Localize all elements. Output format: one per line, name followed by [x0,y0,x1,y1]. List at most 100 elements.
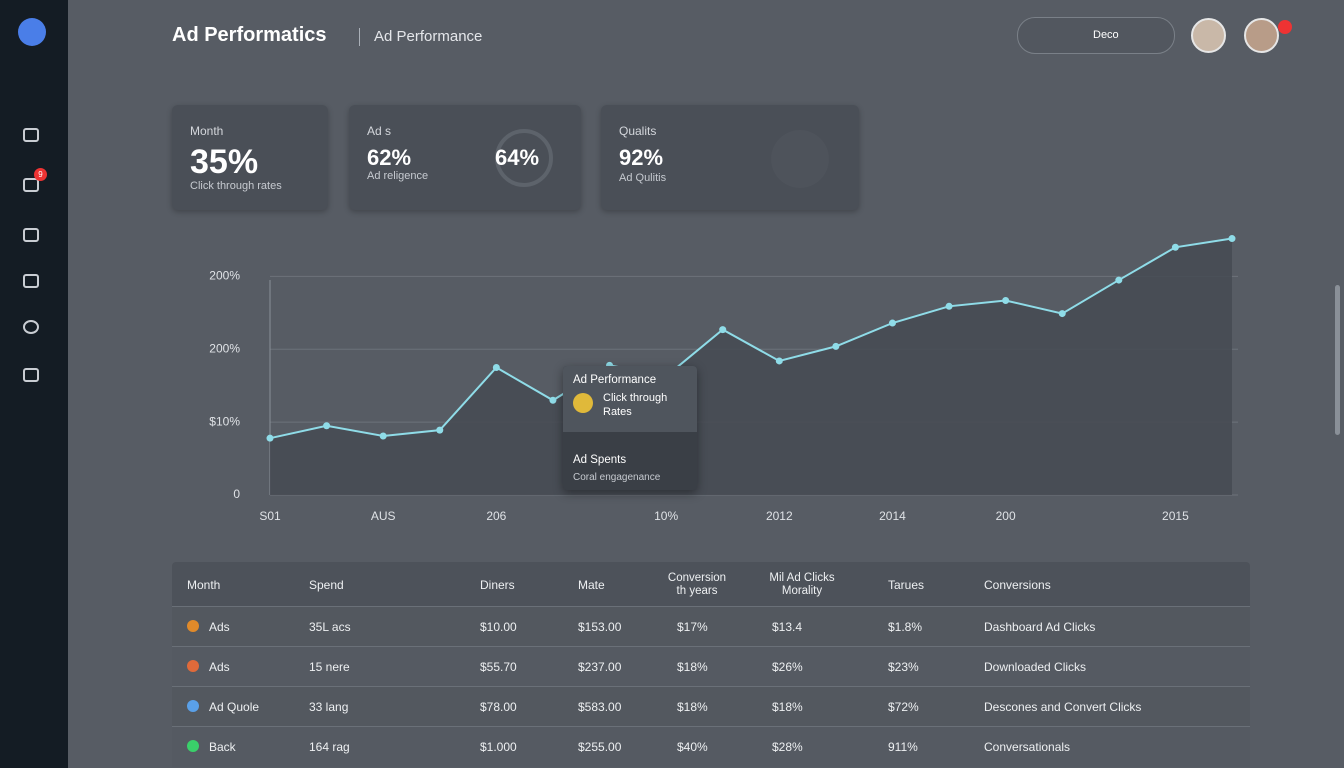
stat-card: Qualits 92% Ad Qulitis [601,105,859,210]
avatar[interactable] [1191,18,1226,53]
page-subtitle: Ad Performance [374,28,483,45]
tooltip-footer-caption: Coral engagenance [573,472,661,483]
table-cell: Dashboard Ad Clicks [984,620,1096,634]
nav-icon[interactable] [23,128,39,142]
nav-icon[interactable] [23,178,39,192]
table-cell: $13.4 [772,620,803,634]
table-cell: Descones and Convert Clicks [984,700,1142,714]
table-cell: $1.000 [480,740,517,754]
series-line [269,237,1233,440]
table-cell: 33 lang [309,700,349,714]
table-cell: $17% [677,620,708,634]
x-tick-label: 200 [996,509,1016,523]
divider [359,28,360,46]
table-cell: Ads [209,620,230,634]
tooltip: Ad Performance Click through Rates Ad Sp… [563,366,697,490]
row-icon [187,700,199,712]
table-cell: $18% [677,660,708,674]
search-pill[interactable]: Deco [1017,17,1175,54]
data-point [323,422,331,430]
y-tick-label: $10% [209,414,240,428]
tooltip-item: Click through Rates [603,392,668,418]
nav-icon[interactable] [23,320,39,334]
column-header: Spend [309,578,344,592]
card-caption: Ad Qulitis [619,172,667,184]
ring-value: 64% [495,145,540,170]
table-cell: Ads [209,660,230,674]
table-cell: Back [209,740,236,754]
table-row [172,686,1250,727]
x-tick-label: S01 [259,509,281,523]
table-row [172,726,1250,767]
card-label: Ad s [367,124,392,138]
data-point [1002,296,1010,304]
data-point [945,302,953,310]
data-point [719,326,727,334]
column-header: Tarues [888,578,925,592]
card-value: 92% [619,145,664,170]
y-tick-label: 200% [209,269,240,283]
table-row [172,606,1250,647]
table-cell: $255.00 [578,740,622,754]
table-cell: 164 rag [309,740,350,754]
stat-card: Month 35% Click through rates [172,105,328,210]
x-tick-label: 206 [486,509,506,523]
tooltip-icon [573,393,593,413]
table-row [172,646,1250,687]
table-cell: $10.00 [480,620,517,634]
x-tick-label: 2015 [1162,509,1189,523]
table-cell: $237.00 [578,660,622,674]
data-point [1171,243,1179,251]
chart: 0 $10% 200% 200% S01 AUS 206 10% 2012 2014 200 2015 [209,235,1238,523]
column-header: Conversions [984,578,1051,592]
data-point [832,342,840,350]
x-tick-label: AUS [371,509,396,523]
ring [495,129,553,187]
data-point [379,432,387,440]
search-text: Deco [1093,29,1119,41]
table-cell: $72% [888,700,919,714]
table-cell: 911% [888,740,918,754]
app-title: Ad Performatics [172,24,327,46]
nav-icon[interactable] [23,228,39,242]
table-cell: $55.70 [480,660,517,674]
data-point [775,357,783,365]
row-icon [187,660,199,672]
table-cell: $40% [677,740,708,754]
table-cell: $18% [677,700,708,714]
y-tick-label: 0 [233,487,240,501]
area-fill [270,238,1232,496]
card-caption: Ad religence [367,170,429,182]
y-tick-label: 200% [209,341,240,355]
table-cell: $583.00 [578,700,622,714]
table-cell: Ad Quole [209,700,260,714]
avatar[interactable] [1244,18,1279,53]
table-cell: $23% [888,660,919,674]
table-cell: $18% [772,700,803,714]
data-point [436,426,444,434]
nav-icon[interactable] [23,368,39,382]
table-cell: $28% [772,740,803,754]
card-value: 62% [367,145,412,170]
logo[interactable] [18,18,46,46]
nav-icon[interactable] [23,274,39,288]
column-header: Mate [578,578,605,592]
table-cell: $1.8% [888,620,923,634]
table-cell: 35L acs [309,620,351,634]
table-cell: $26% [772,660,803,674]
stat-card: Ad s 62% Ad religence 64% [349,105,581,210]
row-icon [187,740,199,752]
table-cell: Conversationals [984,740,1071,754]
data-point [1228,235,1236,243]
tooltip-title: Ad Performance [573,374,657,386]
column-header: Month [187,578,221,592]
card-caption: Click through rates [190,180,282,192]
table-cell: 15 nere [309,660,350,674]
tooltip-footer-title: Ad Spents [573,454,627,466]
card-label: Month [190,124,224,138]
data-point [549,396,557,404]
table-cell: $78.00 [480,700,517,714]
x-tick-label: 10% [654,509,678,523]
data-point [1115,276,1123,284]
